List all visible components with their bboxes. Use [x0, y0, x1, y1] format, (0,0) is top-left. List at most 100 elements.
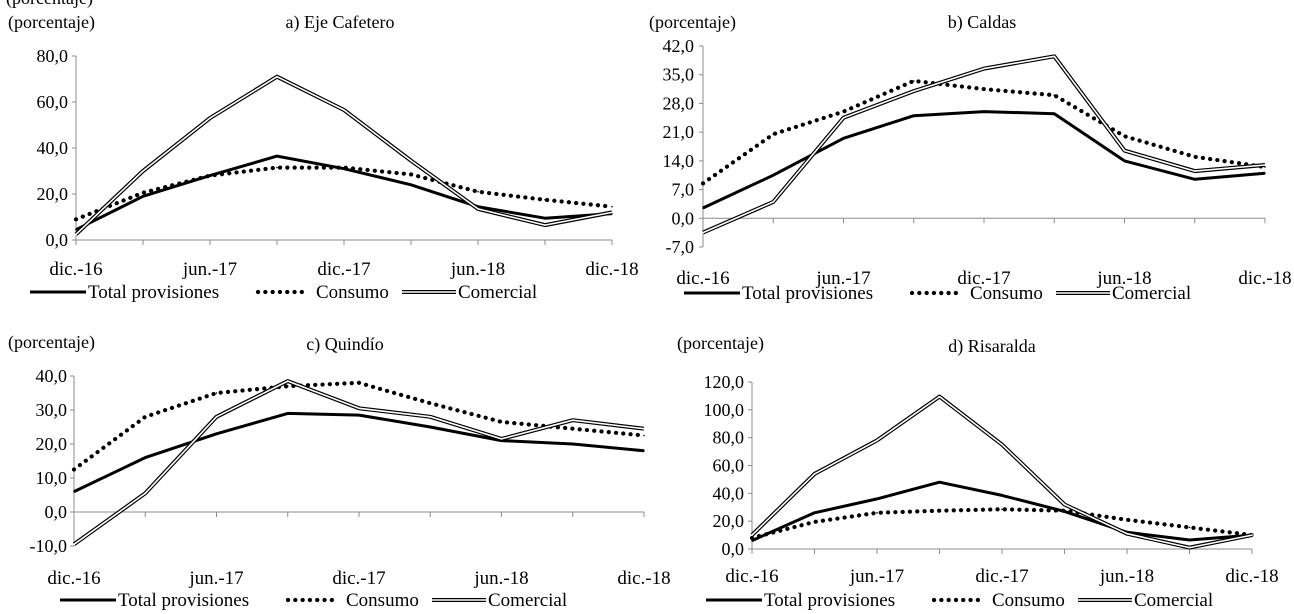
panel-2-series-1 [702, 110, 1266, 210]
data-point [813, 512, 816, 514]
data-point [142, 170, 144, 172]
panel-2-y-tick-label: 21,0 [663, 122, 695, 142]
data-point [983, 67, 985, 70]
panel-1-x-tick-label: jun.-17 [182, 259, 237, 280]
data-point [544, 217, 546, 219]
chart-panel-3: (porcentaje) c) Quindío 40,0 30,0 20,0 10,0 0,… [8, 332, 671, 611]
chart-panel-4: (porcentaje) d) Risaralda 120,0 100,0 80,0 60… [677, 333, 1279, 611]
data-point [938, 481, 941, 484]
panel-3-x-tick-label: dic.-18 [617, 568, 670, 589]
data-point [611, 211, 613, 214]
data-point [876, 498, 878, 500]
total-provisiones-line [751, 480, 1253, 542]
panel-2-y-tick-label: 42,0 [663, 36, 695, 56]
data-point [276, 155, 278, 157]
consumo-line [749, 507, 1255, 541]
panel-4-x-tick-label: jun.-18 [1099, 566, 1154, 587]
panel-4-series-3 [750, 394, 1253, 550]
data-point [813, 473, 816, 475]
data-point [142, 195, 144, 198]
panel-1-x-tick-label: jun.-18 [450, 259, 505, 280]
comercial-line-outer [72, 379, 645, 546]
data-point [1123, 160, 1126, 162]
data-point [912, 114, 915, 117]
data-point [571, 419, 574, 422]
data-point [842, 137, 845, 140]
data-point [1126, 532, 1128, 535]
chart-panel-1: (porcentaje) a) Eje Cafetero 80,0 60,0 40,0 2… [8, 12, 639, 303]
panel-3-legend: Total provisiones Consumo Comercial [60, 590, 567, 611]
data-point [1264, 164, 1266, 166]
panel-1-y-tick-label: 80,0 [37, 46, 69, 66]
data-point [702, 207, 704, 209]
data-point [209, 117, 211, 119]
panel-2-legend: Total provisiones Consumo Comercial [684, 283, 1191, 304]
chart-panel-2: (porcentaje) b) Caldas 42,0 35,0 28,0 21,0 14,… [649, 12, 1292, 304]
panel-4-y-tick-label: 120,0 [704, 372, 745, 392]
panel-3-y-tick-label: -10,0 [30, 536, 68, 556]
panel-3-y-tick-label: 40,0 [36, 366, 68, 386]
data-point [1193, 178, 1196, 181]
panel-4-x-tick-label: dic.-18 [1225, 566, 1278, 587]
panel-1-x-tick-label: dic.-17 [317, 259, 370, 280]
panel-4-y-tick-label: 0,0 [722, 539, 745, 559]
comercial-line-inner [751, 395, 1253, 549]
data-point [751, 534, 753, 536]
data-point [1053, 94, 1056, 97]
panel-4-y-tick-label: 60,0 [713, 456, 745, 476]
data-point [215, 392, 218, 394]
comercial-line-outer [750, 394, 1253, 550]
panel-2-x-tick-label: dic.-16 [676, 268, 729, 289]
comercial-line-outer [74, 74, 613, 236]
legend-label-comercial: Comercial [458, 282, 537, 303]
data-point [215, 416, 218, 418]
data-point [410, 159, 412, 162]
consumo-line [71, 380, 647, 472]
data-point [571, 443, 574, 445]
data-point [842, 116, 845, 119]
panel-4-x-tick-label: jun.-17 [849, 566, 904, 587]
data-point [1188, 526, 1191, 529]
data-point [410, 173, 412, 176]
data-point [429, 426, 432, 428]
data-point [1188, 546, 1191, 549]
data-point [983, 88, 985, 90]
data-point [1063, 503, 1066, 506]
data-point [142, 192, 144, 194]
panel-4-unit-label: (porcentaje) [677, 333, 764, 354]
legend-label-consumo: Consumo [346, 590, 419, 611]
panel-2-y-tick-label: 14,0 [663, 151, 695, 171]
data-point [938, 509, 941, 512]
data-point [75, 233, 77, 236]
panel-3-title: c) Quindío [306, 334, 383, 355]
data-point [772, 133, 775, 135]
panel-1-series-2 [73, 165, 615, 222]
data-point [983, 110, 985, 113]
data-point [286, 385, 289, 388]
legend-label-consumo: Consumo [992, 590, 1065, 611]
panel-3-x-tick-label: dic.-17 [332, 568, 385, 589]
data-point [1188, 539, 1191, 541]
panel-2-x-tick-label: dic.-18 [1238, 268, 1291, 289]
panel-3-y-tick-label: 10,0 [36, 468, 68, 488]
panel-3-x-tick-label: jun.-17 [188, 568, 243, 589]
data-point [643, 427, 645, 430]
panel-1-y-tick-label: 0,0 [46, 230, 69, 250]
data-point [912, 90, 915, 92]
data-point [1053, 55, 1056, 58]
data-point [938, 395, 941, 398]
panel-1-legend: Total provisiones Consumo Comercial [30, 282, 537, 303]
data-point [751, 539, 753, 542]
panel-4-x-tick-label: dic.-17 [975, 566, 1028, 587]
panel-1-y-tick-label: 40,0 [37, 138, 69, 158]
data-point [73, 468, 75, 471]
panel-4-legend: Total provisiones Consumo Comercial [706, 590, 1213, 611]
data-point [343, 109, 345, 111]
data-point [144, 492, 147, 495]
data-point [544, 198, 546, 201]
comercial-line-inner [73, 380, 645, 545]
data-point [876, 512, 878, 514]
data-point [215, 433, 218, 435]
legend-label-total: Total provisiones [118, 590, 249, 611]
panel-1-x-tick-label: dic.-18 [585, 259, 638, 280]
